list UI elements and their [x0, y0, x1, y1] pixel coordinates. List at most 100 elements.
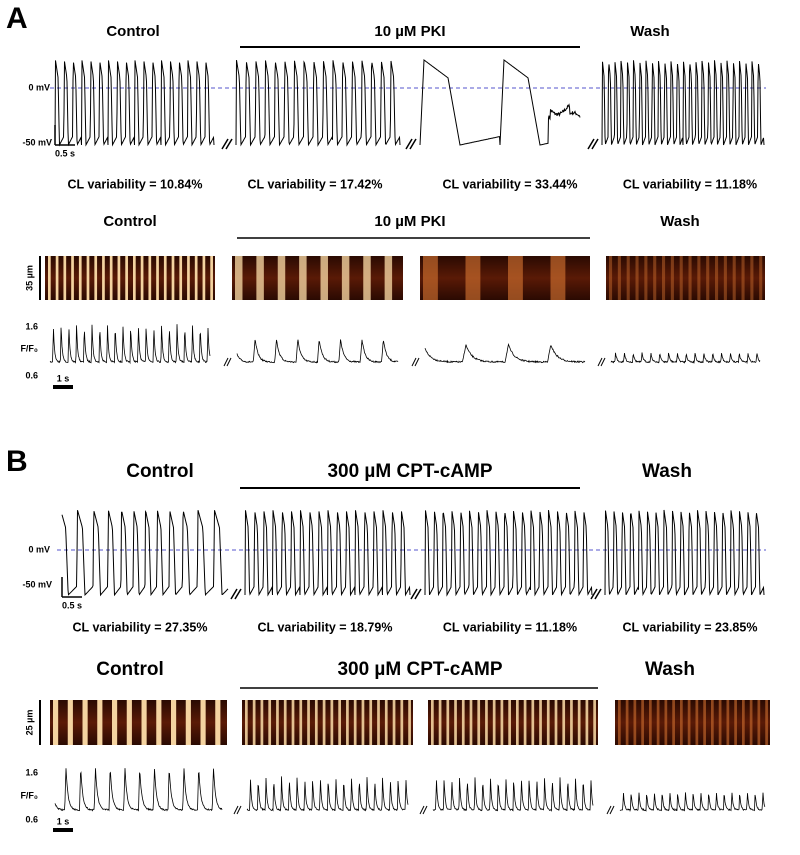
calcium-stripe — [539, 700, 542, 745]
calcium-stripe — [408, 700, 411, 745]
calcium-stripe — [140, 256, 144, 300]
calcium-stripe — [277, 256, 286, 300]
calcium-stripe — [750, 256, 754, 300]
calcium-stripe — [454, 700, 457, 745]
cl-variability: CL variability = 27.35% — [73, 620, 208, 634]
calcium-stripe — [492, 700, 496, 745]
axis-break — [223, 357, 229, 367]
calcium-stripe — [112, 700, 118, 745]
cl-variability: CL variability = 11.18% — [623, 177, 757, 191]
calcium-trace — [49, 324, 211, 365]
calcium-stripe — [635, 256, 639, 300]
calcium-stripe — [461, 700, 465, 745]
calcium-stripe — [625, 700, 629, 745]
calcium-stripe — [63, 256, 67, 300]
calcium-stripe — [322, 700, 326, 745]
condition-header: 300 µM CPT-cAMP — [327, 461, 492, 482]
calcium-stripe — [210, 256, 213, 300]
calcium-stripe — [179, 256, 183, 300]
axis-break — [609, 805, 615, 815]
condition-header: Control — [103, 213, 156, 230]
ap-trace — [419, 58, 581, 146]
calcium-stripe — [609, 256, 613, 300]
axis-break — [234, 588, 242, 600]
calcium-stripe — [48, 256, 51, 300]
axis-break — [597, 357, 603, 367]
calcium-stripe — [703, 700, 706, 745]
panel-label: A — [6, 2, 28, 35]
cl-variability: CL variability = 10.84% — [68, 177, 203, 191]
axis-break — [225, 138, 233, 150]
calcium-stripe — [163, 256, 167, 300]
ap-trace — [604, 509, 765, 597]
calcium-stripe — [363, 256, 371, 300]
calcium-stripe — [585, 700, 589, 745]
axis-break — [410, 588, 418, 600]
axis-break — [405, 138, 413, 150]
calcium-stripe — [641, 700, 644, 745]
voltage-label: -50 mV — [22, 137, 52, 147]
calcium-stripe — [194, 256, 198, 300]
panel-label: B — [6, 445, 28, 478]
calcium-stripe — [732, 256, 736, 300]
calcium-stripe — [570, 700, 573, 745]
linescan-image — [606, 256, 765, 300]
calcium-stripe — [531, 700, 535, 745]
calcium-stripe — [662, 256, 666, 300]
calcium-stripe — [341, 256, 350, 300]
calcium-stripe — [626, 256, 630, 300]
ap-trace — [244, 510, 411, 597]
condition-header: Wash — [630, 23, 669, 40]
condition-header: Wash — [645, 659, 695, 680]
calcium-stripe — [314, 700, 318, 745]
calcium-stripe — [307, 700, 310, 745]
calcium-stripe — [392, 700, 396, 745]
f-label: 1.6 — [25, 321, 38, 331]
calcium-stripe — [353, 700, 357, 745]
calcium-stripe — [102, 256, 105, 300]
calcium-stripe — [757, 700, 761, 745]
axis-break — [233, 805, 239, 815]
calcium-stripe — [78, 256, 82, 300]
space-scale: 35 µm — [24, 265, 34, 291]
calcium-stripe — [485, 700, 488, 745]
time-scale: 1 s — [57, 373, 70, 383]
calcium-stripe — [117, 256, 121, 300]
calcium-stripe — [664, 700, 668, 745]
f-label: 0.6 — [25, 370, 38, 380]
cl-variability: CL variability = 23.85% — [623, 620, 758, 634]
calcium-trace — [610, 352, 761, 365]
calcium-stripe — [734, 700, 737, 745]
calcium-stripe — [109, 256, 113, 300]
calcium-stripe — [338, 700, 341, 745]
axis-break — [409, 138, 417, 150]
calcium-trace — [236, 339, 399, 364]
calcium-stripe — [550, 256, 566, 300]
calcium-stripe — [726, 700, 730, 745]
calcium-stripe — [715, 256, 719, 300]
calcium-stripe — [94, 256, 98, 300]
cl-variability: CL variability = 17.42% — [248, 177, 383, 191]
calcium-stripe — [718, 700, 722, 745]
calcium-stripe — [644, 256, 648, 300]
condition-header: Control — [106, 23, 159, 40]
calcium-stripe — [633, 700, 637, 745]
axis-break — [414, 357, 420, 367]
calcium-stripe — [523, 700, 527, 745]
calcium-trace — [54, 768, 223, 812]
calcium-stripe — [446, 700, 450, 745]
calcium-stripe — [438, 700, 442, 745]
calcium-stripe — [706, 256, 710, 300]
ap-trace — [61, 509, 229, 597]
calcium-stripe — [55, 256, 59, 300]
axis-break — [221, 138, 229, 150]
ap-trace — [54, 60, 215, 147]
f-label: F/F₀ — [20, 790, 38, 800]
calcium-stripe — [346, 700, 349, 745]
calcium-stripe — [82, 700, 88, 745]
calcium-stripe — [562, 700, 566, 745]
axis-break — [590, 588, 598, 600]
condition-header: Wash — [660, 213, 699, 230]
calcium-stripe — [156, 700, 162, 745]
